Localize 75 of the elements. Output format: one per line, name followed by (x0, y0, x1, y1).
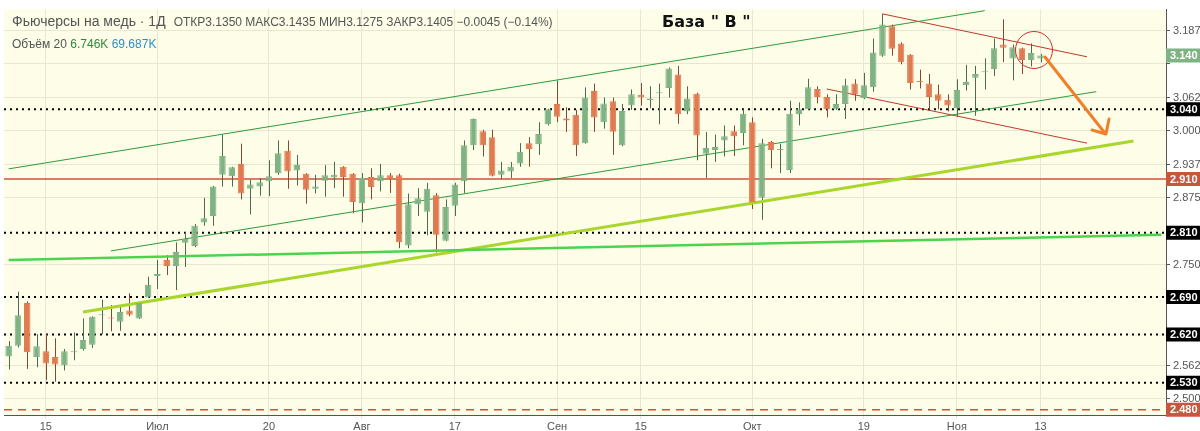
candlestick (265, 159, 273, 197)
candlestick (386, 172, 394, 194)
candlestick (628, 89, 635, 111)
y-tick-label: 2.500 (1173, 391, 1200, 404)
candlestick (126, 292, 133, 317)
candlestick (42, 333, 50, 381)
y-tick-label: 3.062 (1173, 90, 1200, 103)
candlestick (665, 67, 672, 99)
candlestick (51, 337, 59, 383)
y-tick-label: 2.875 (1173, 190, 1200, 203)
x-tick-label: 20 (262, 419, 276, 431)
x-tick-label: Июл (146, 419, 169, 431)
x-tick-label: Сен (547, 419, 568, 431)
candlestick (600, 97, 607, 130)
candlestick (888, 24, 896, 57)
candlestick (553, 79, 561, 123)
annotation: База " В " (662, 12, 751, 31)
y-tick-label: 2.750 (1173, 257, 1200, 270)
candlestick (851, 78, 858, 102)
x-tick-label: Окт (743, 419, 762, 431)
candlestick (795, 101, 803, 126)
candlestick (563, 106, 570, 133)
candlestick (182, 231, 189, 268)
candlestick (5, 340, 12, 370)
x-tick-label: 19 (857, 419, 871, 431)
candlestick (1009, 43, 1016, 81)
candlestick (33, 333, 40, 368)
ref-line-label: 2.480 (1170, 403, 1198, 416)
candlestick (479, 129, 486, 158)
y-tick-label: 3.000 (1173, 123, 1200, 136)
candlestick (823, 93, 830, 118)
candlestick (321, 164, 328, 198)
candlestick (219, 134, 226, 188)
candlestick (730, 124, 737, 157)
candlestick (842, 78, 849, 120)
candlestick (377, 163, 384, 192)
candlestick (1027, 42, 1035, 67)
x-tick-label: Ноя (946, 419, 967, 431)
candlestick (116, 304, 124, 332)
y-tick-label: 3.187 (1173, 23, 1200, 36)
candlestick (721, 124, 728, 158)
candlestick (340, 165, 347, 198)
candlestick (972, 65, 979, 117)
candlestick (1000, 18, 1007, 63)
candlestick (1018, 47, 1026, 75)
candlestick (61, 348, 68, 371)
ref-line-label: 2.810 (1170, 226, 1198, 239)
candlestick (274, 139, 282, 176)
candlestick (451, 182, 459, 217)
candlestick (191, 223, 198, 248)
candlestick (535, 121, 542, 156)
ref-line-label: 2.530 (1170, 376, 1198, 389)
x-tick-label: 13 (1034, 419, 1047, 431)
candlestick (860, 72, 868, 100)
ref-line-label: 2.690 (1170, 290, 1198, 303)
candlestick (637, 82, 645, 107)
candlestick (516, 142, 524, 168)
x-tick-label: 15 (39, 419, 52, 431)
ref-line-label: 2.910 (1170, 172, 1198, 185)
candlestick (414, 187, 421, 217)
annotation: Объём 20 6.746K 69.687K (12, 37, 157, 51)
y-tick-label: 2.937 (1173, 157, 1200, 170)
candlestick (934, 84, 942, 110)
candlestick (684, 85, 691, 115)
x-tick-label: 15 (634, 419, 647, 431)
y-tick-label: 2.562 (1173, 358, 1200, 371)
x-tick-label: 17 (448, 419, 461, 431)
ref-line-label: 2.620 (1170, 328, 1198, 341)
annotation: 3.140 (1170, 48, 1198, 61)
x-tick-label: Авг (353, 419, 371, 431)
candlestick (247, 179, 254, 215)
ref-line-label: 3.040 (1170, 102, 1198, 115)
candlestick (284, 139, 291, 190)
annotation: Фьючерсы на медь · 1Д (12, 13, 166, 29)
annotation: ОТКР3.1350 МАКС3.1435 МИН3.1275 ЗАКР3.1405 −0.0045 (−0.14%) (173, 15, 553, 29)
